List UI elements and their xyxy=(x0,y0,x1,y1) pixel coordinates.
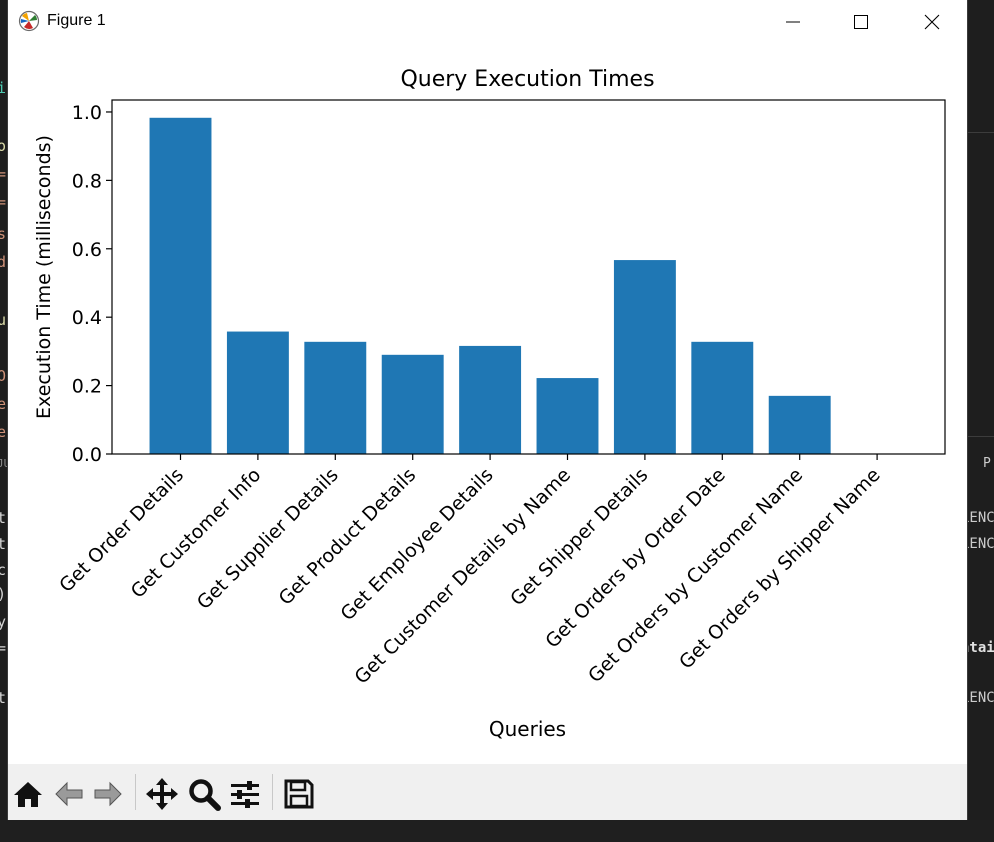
zoom-icon xyxy=(189,779,221,811)
maximize-icon xyxy=(854,15,868,29)
bg-fragment: s xyxy=(0,225,7,243)
background-strip xyxy=(0,820,994,842)
y-tick-label: 0.8 xyxy=(72,170,102,192)
bg-fragment: u xyxy=(0,311,7,329)
maximize-button[interactable] xyxy=(826,0,896,44)
save-button[interactable] xyxy=(281,776,317,812)
bg-fragment: ) xyxy=(0,586,6,602)
bg-fragment: JU xyxy=(0,457,8,470)
x-tick-label: Get Product Details xyxy=(275,464,421,610)
bg-fragment: t xyxy=(0,689,7,707)
x-tick-label: Get Shipper Details xyxy=(506,464,652,610)
bar-chart: Query Execution Times 0.0 0.2 0.4 0.6 0.8 1.0… xyxy=(33,67,946,741)
bg-fragment: o xyxy=(0,137,7,155)
back-button[interactable] xyxy=(51,776,87,812)
bar xyxy=(226,331,289,454)
close-icon xyxy=(924,14,940,30)
chart-title: Query Execution Times xyxy=(400,67,654,92)
background-editor-right: P LENC LENC ntai LENC xyxy=(967,0,994,842)
bg-fragment: = xyxy=(0,165,7,183)
bar xyxy=(304,341,367,454)
toolbar-separator xyxy=(135,774,136,810)
bg-fragment: = xyxy=(0,639,7,657)
close-button[interactable] xyxy=(897,0,967,44)
x-tick-label: Get Supplier Details xyxy=(193,464,343,614)
forward-button[interactable] xyxy=(90,776,126,812)
y-axis-label: Execution Time (milliseconds) xyxy=(33,135,55,419)
bg-fragment: y xyxy=(0,613,7,631)
bar xyxy=(149,117,212,454)
bar xyxy=(768,395,831,454)
bg-fragment: t xyxy=(0,535,7,553)
configure-subplots-button[interactable] xyxy=(227,776,263,812)
back-icon xyxy=(55,781,83,807)
bar xyxy=(459,345,522,454)
bg-fragment: = xyxy=(0,193,7,211)
zoom-button[interactable] xyxy=(186,776,222,812)
bg-fragment: ntai xyxy=(967,640,994,656)
bg-fragment: LENC xyxy=(967,510,994,526)
x-axis-label: Queries xyxy=(489,717,566,741)
bg-fragment: LENC xyxy=(967,690,994,706)
figure-window: Figure 1 Query Execution Times 0.0 0.2 0.4… xyxy=(8,0,967,820)
bar xyxy=(381,354,444,454)
axes-frame xyxy=(111,99,946,455)
title-bar[interactable]: Figure 1 xyxy=(8,0,967,44)
bar xyxy=(613,260,676,454)
bg-fragment: t xyxy=(0,509,7,527)
matplotlib-app-icon xyxy=(18,10,40,32)
forward-icon xyxy=(94,781,122,807)
x-tick-label: Get Employee Details xyxy=(336,464,497,625)
navigation-toolbar xyxy=(8,764,967,820)
home-button[interactable] xyxy=(10,776,46,812)
pan-button[interactable] xyxy=(144,776,180,812)
window-title: Figure 1 xyxy=(47,12,106,29)
bar xyxy=(536,378,599,454)
x-tick-label: Get Order Details xyxy=(55,464,188,597)
y-tick-label: 0.6 xyxy=(72,239,102,261)
bg-fragment: e xyxy=(0,423,7,441)
bg-fragment: c xyxy=(0,561,7,579)
minimize-button[interactable] xyxy=(758,0,828,44)
home-icon xyxy=(14,782,42,807)
x-tick-label: Get Customer Info xyxy=(127,464,266,603)
bg-fragment: P xyxy=(983,456,991,471)
y-tick-label: 0.0 xyxy=(72,444,102,466)
minimize-icon xyxy=(786,21,800,23)
bg-fragment: LENC xyxy=(967,536,994,552)
bg-fragment: e xyxy=(0,395,7,413)
y-tick-label: 0.2 xyxy=(72,376,102,398)
bg-divider xyxy=(967,436,994,437)
toolbar-separator xyxy=(272,774,273,810)
bg-fragment: i xyxy=(0,79,7,97)
configure-subplots-icon xyxy=(231,781,259,808)
bar xyxy=(691,341,754,454)
bg-fragment: O xyxy=(0,367,7,385)
save-icon xyxy=(284,779,314,809)
pan-icon xyxy=(146,778,178,810)
y-tick-label: 1.0 xyxy=(72,102,102,124)
y-tick-label: 0.4 xyxy=(72,307,102,329)
bg-divider xyxy=(967,132,994,133)
figure-canvas[interactable]: Query Execution Times 0.0 0.2 0.4 0.6 0.8 1.0… xyxy=(8,44,967,764)
bg-fragment: d xyxy=(0,253,7,271)
background-editor-left: i o = = s d u O e e JU t t c ) y = t xyxy=(0,0,8,842)
